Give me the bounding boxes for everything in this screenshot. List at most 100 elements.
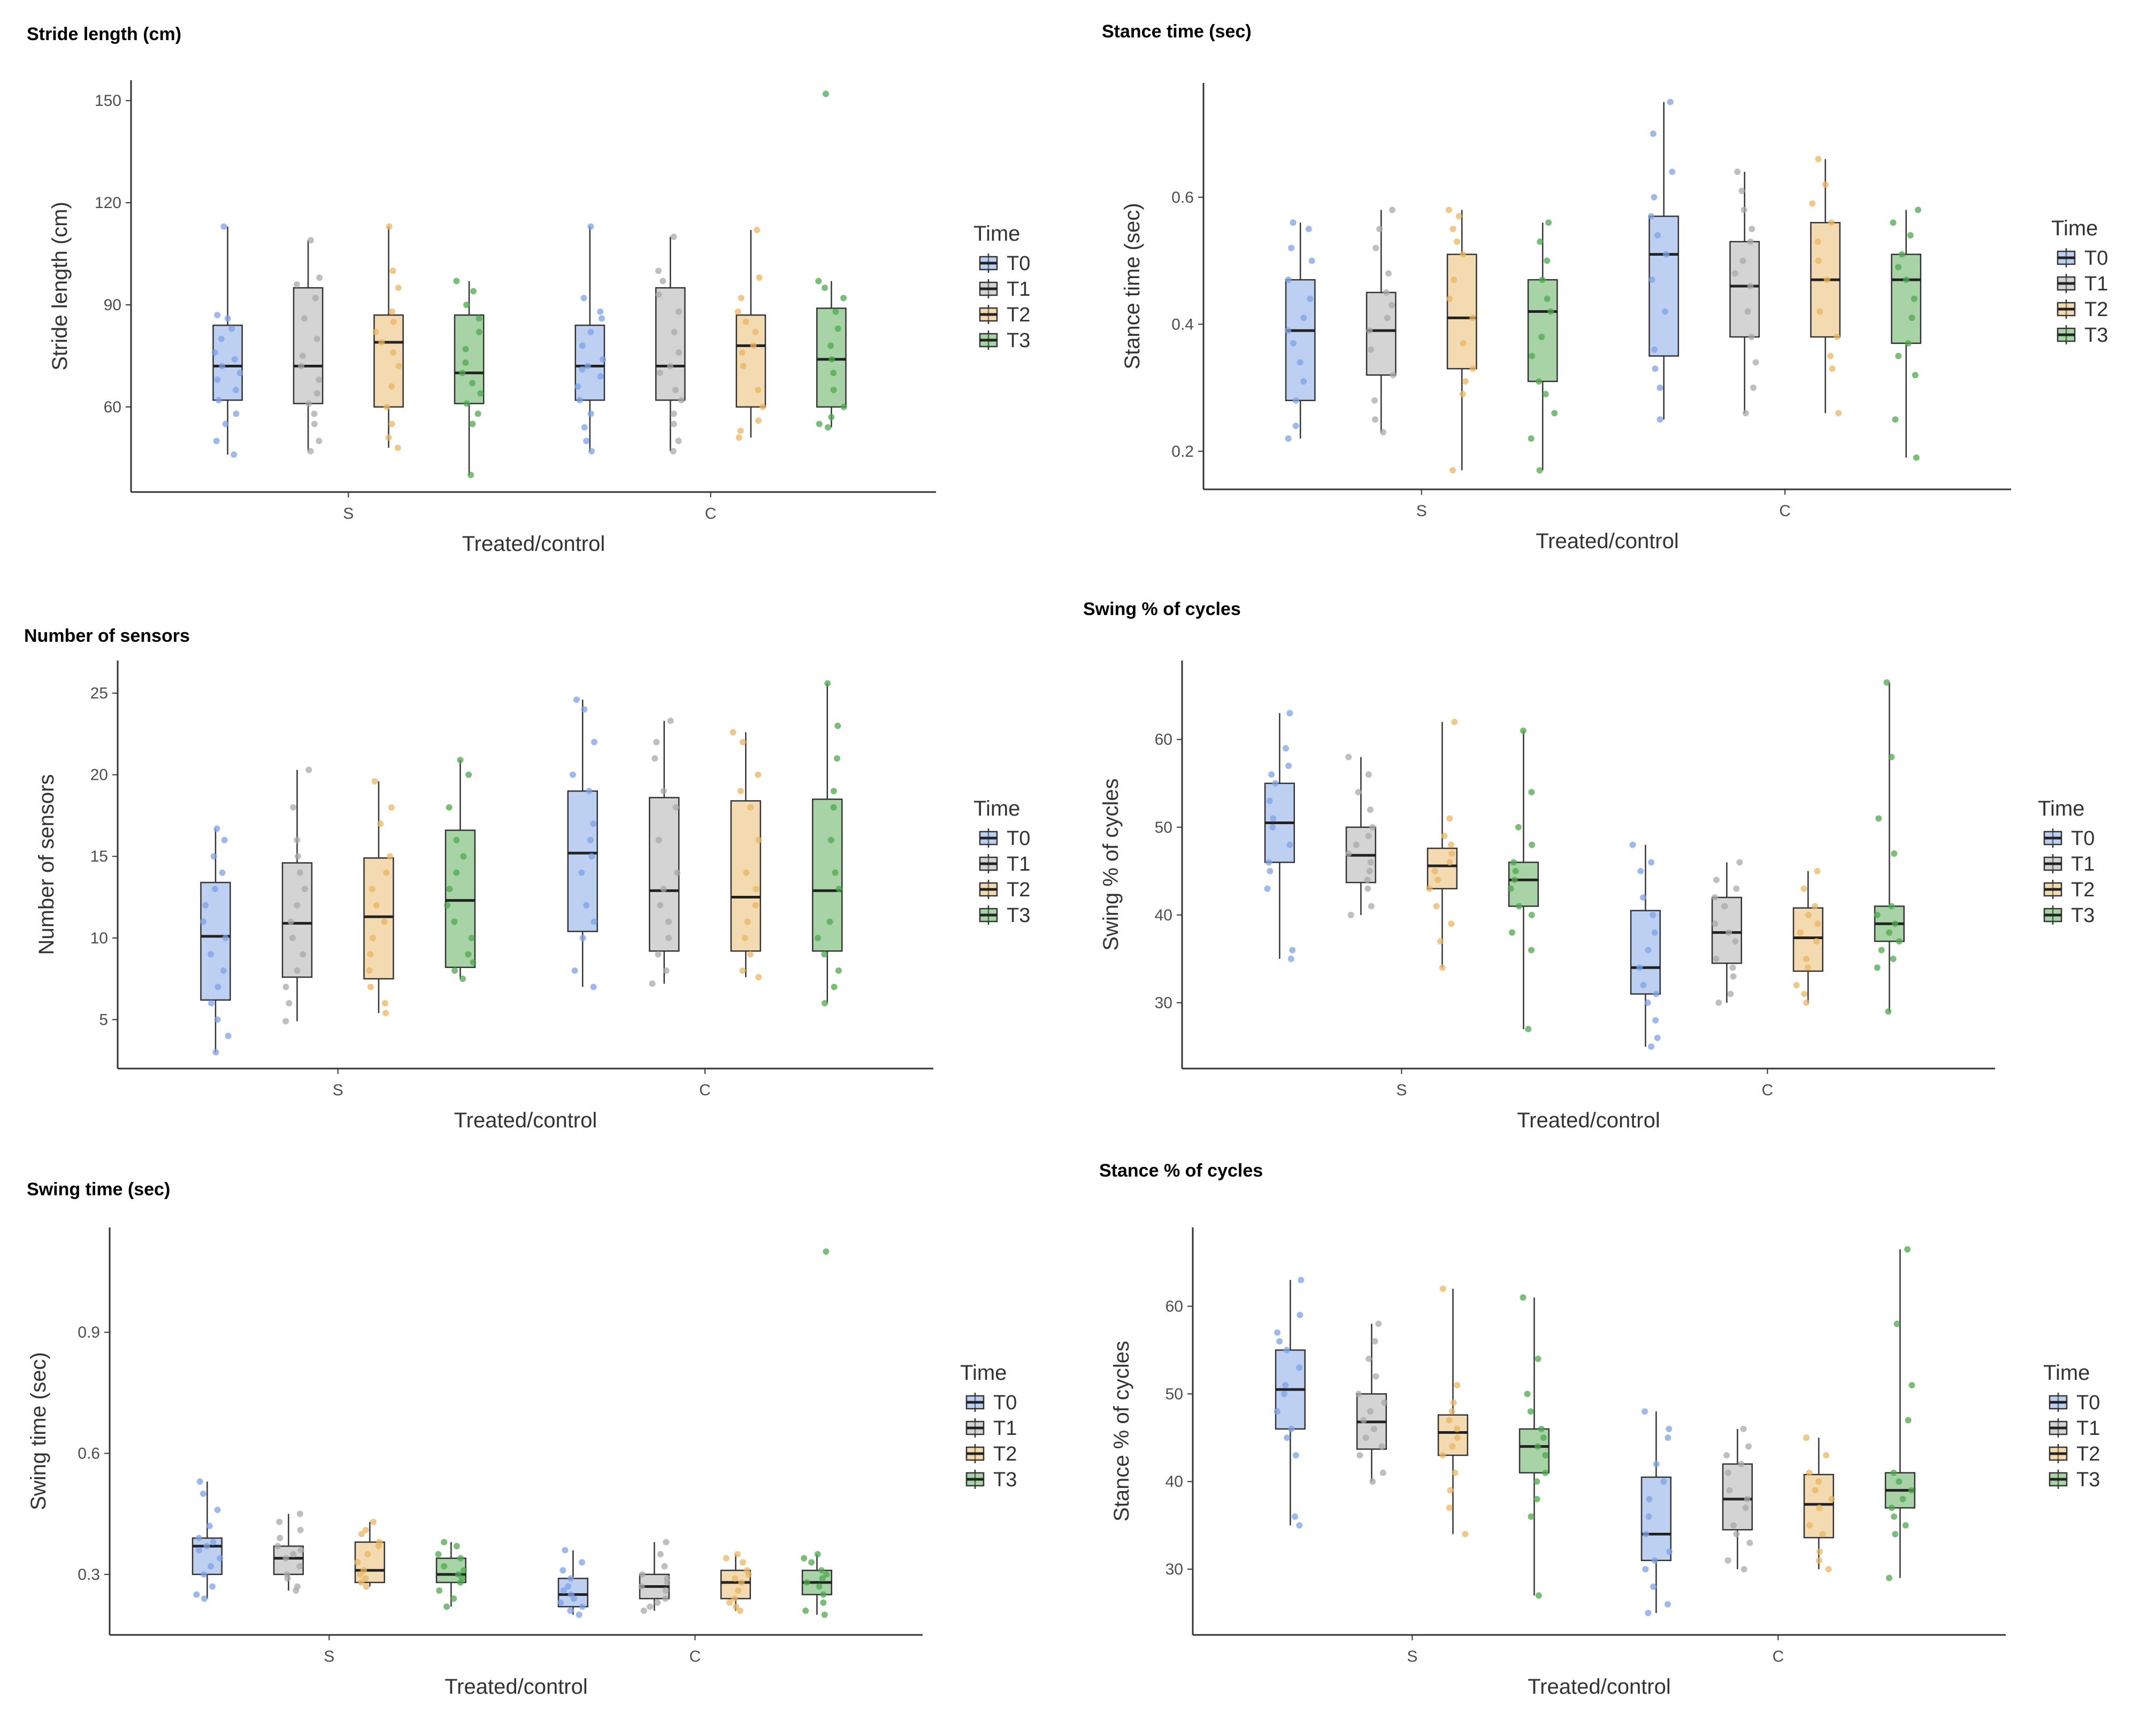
data-point bbox=[1793, 982, 1800, 989]
data-point bbox=[1462, 1531, 1469, 1538]
data-point bbox=[1723, 1452, 1730, 1459]
data-point bbox=[1270, 815, 1277, 822]
data-point bbox=[840, 295, 847, 302]
data-point bbox=[587, 836, 594, 843]
data-point bbox=[1448, 841, 1455, 848]
data-point bbox=[1874, 911, 1881, 918]
x-tick-label: C bbox=[705, 505, 717, 523]
data-point bbox=[1529, 841, 1536, 848]
data-point bbox=[465, 951, 472, 958]
chart-title: Number of sensors bbox=[24, 626, 190, 646]
data-point bbox=[311, 410, 318, 417]
data-point bbox=[294, 1583, 301, 1590]
data-point bbox=[1888, 754, 1895, 761]
data-point bbox=[831, 984, 838, 990]
legend-label: T2 bbox=[1007, 304, 1030, 326]
box-T0-C bbox=[1640, 1408, 1673, 1617]
data-point bbox=[1535, 1355, 1542, 1362]
data-point bbox=[754, 227, 761, 233]
data-point bbox=[1742, 1504, 1749, 1511]
box-T0-C bbox=[1629, 841, 1661, 1050]
y-axis-title: Swing % of cycles bbox=[1099, 778, 1123, 950]
data-point bbox=[384, 403, 390, 410]
data-point bbox=[1545, 219, 1552, 226]
data-point bbox=[1540, 1434, 1547, 1441]
data-point bbox=[1266, 797, 1273, 804]
data-point bbox=[1738, 1461, 1745, 1468]
data-point bbox=[820, 1591, 827, 1598]
box-body bbox=[812, 798, 843, 952]
data-point bbox=[1815, 156, 1822, 163]
data-point bbox=[821, 1000, 828, 1007]
data-point bbox=[388, 420, 395, 427]
box-T2-C bbox=[720, 1551, 752, 1614]
data-point bbox=[1460, 251, 1467, 258]
data-point bbox=[1715, 999, 1722, 1006]
data-point bbox=[1539, 276, 1546, 283]
data-point bbox=[660, 788, 667, 795]
data-point bbox=[308, 237, 315, 244]
data-point bbox=[597, 308, 604, 315]
data-point bbox=[1645, 1610, 1652, 1617]
data-point bbox=[299, 352, 306, 359]
data-point bbox=[212, 1049, 219, 1056]
data-point bbox=[1528, 947, 1535, 954]
data-point bbox=[1892, 1531, 1899, 1538]
data-point bbox=[195, 1534, 202, 1541]
box-T2-C bbox=[730, 729, 762, 981]
data-point bbox=[1803, 1434, 1810, 1441]
data-point bbox=[639, 1571, 646, 1578]
data-point bbox=[1529, 352, 1536, 359]
data-point bbox=[358, 1579, 365, 1586]
x-tick-label: C bbox=[1779, 502, 1791, 520]
x-axis-title: Treated/control bbox=[462, 532, 605, 556]
data-point bbox=[307, 448, 314, 455]
data-point bbox=[819, 1575, 826, 1582]
data-point bbox=[294, 836, 301, 843]
data-point bbox=[576, 397, 583, 404]
data-point bbox=[747, 804, 754, 811]
data-point bbox=[1510, 859, 1517, 866]
data-point bbox=[477, 390, 484, 397]
data-point bbox=[1441, 833, 1448, 840]
data-point bbox=[1819, 1531, 1826, 1538]
data-point bbox=[569, 771, 576, 778]
data-point bbox=[203, 1543, 210, 1550]
data-point bbox=[816, 420, 823, 427]
data-point bbox=[389, 267, 396, 274]
data-point bbox=[638, 1583, 645, 1590]
x-tick-label: C bbox=[699, 1081, 711, 1099]
data-point bbox=[362, 1575, 369, 1582]
data-point bbox=[1446, 1417, 1453, 1424]
box-T0-C bbox=[567, 696, 598, 990]
data-point bbox=[1651, 929, 1658, 936]
data-point bbox=[470, 959, 477, 966]
data-point bbox=[460, 853, 467, 860]
data-point bbox=[664, 1575, 671, 1582]
box-body bbox=[1648, 216, 1679, 357]
data-point bbox=[296, 869, 303, 876]
data-point bbox=[654, 1599, 661, 1606]
data-point bbox=[1809, 200, 1816, 207]
box-body bbox=[1527, 279, 1558, 382]
data-point bbox=[453, 278, 460, 285]
data-point bbox=[1370, 1425, 1377, 1432]
data-point bbox=[1525, 1026, 1532, 1033]
data-point bbox=[755, 417, 762, 424]
data-point bbox=[738, 1579, 745, 1586]
data-point bbox=[1650, 130, 1656, 137]
data-point bbox=[1740, 206, 1747, 213]
data-point bbox=[818, 1567, 825, 1574]
data-point bbox=[1390, 372, 1397, 379]
data-point bbox=[1446, 859, 1453, 866]
data-point bbox=[1797, 929, 1804, 936]
data-point bbox=[459, 975, 466, 982]
data-point bbox=[1280, 1391, 1287, 1397]
data-point bbox=[655, 951, 662, 958]
data-point bbox=[828, 356, 835, 363]
data-point bbox=[1368, 903, 1375, 910]
data-point bbox=[453, 869, 460, 876]
y-tick-label: 0.6 bbox=[1171, 189, 1194, 206]
data-point bbox=[1721, 903, 1728, 910]
data-point bbox=[1651, 346, 1658, 353]
